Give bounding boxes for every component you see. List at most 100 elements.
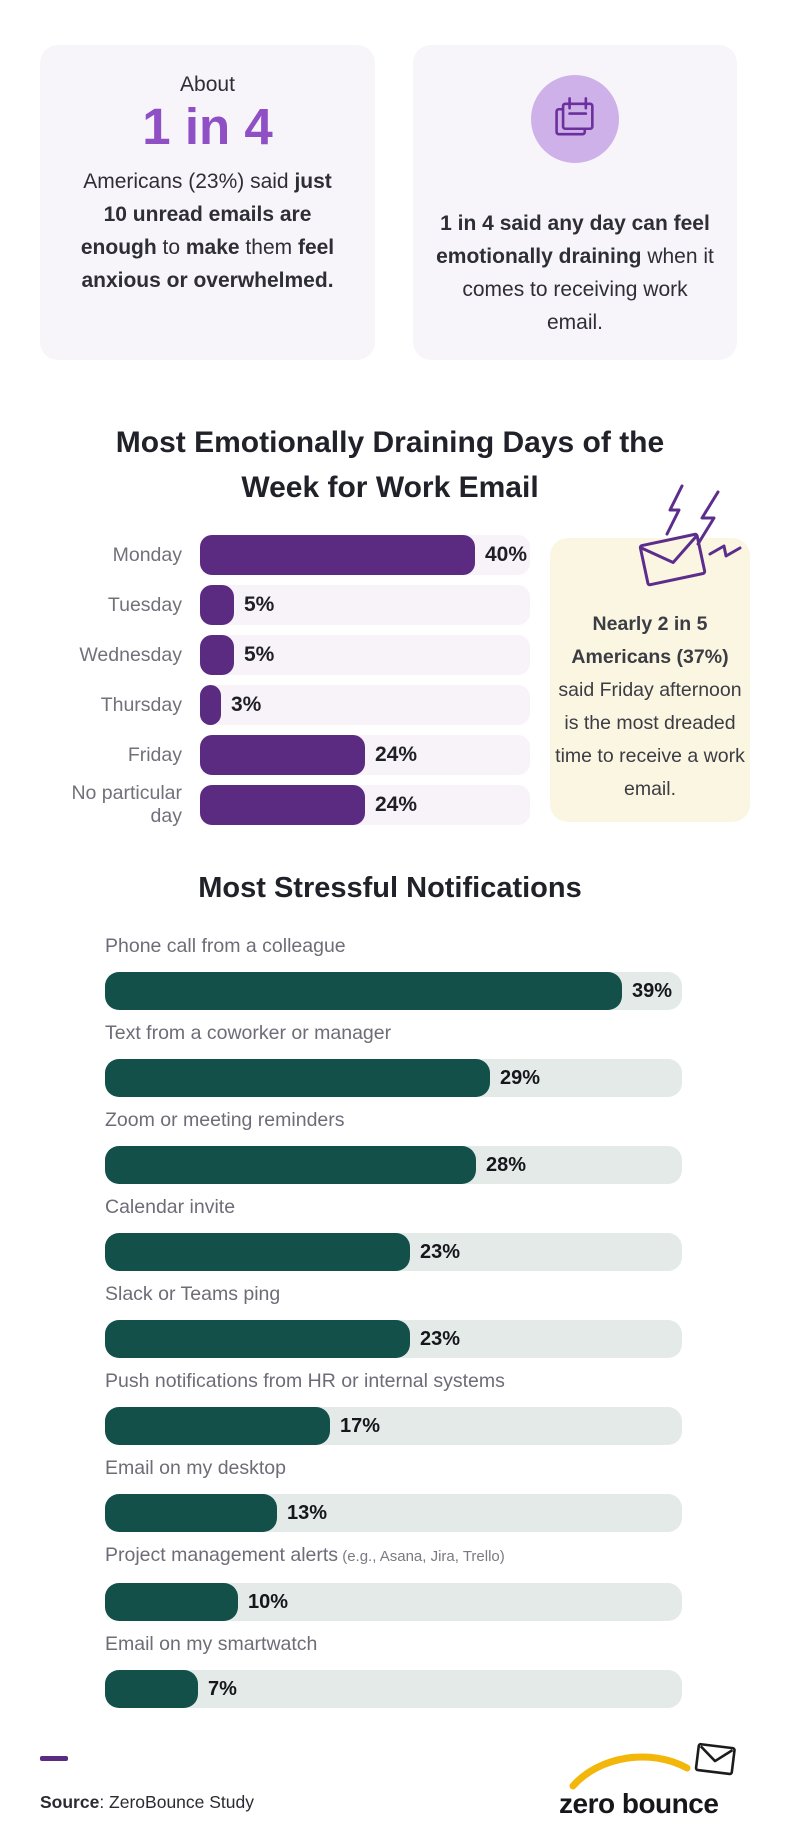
bar-fill [200, 535, 475, 575]
stat-card: About 1 in 4 Americans (23%) said just 1… [40, 45, 375, 360]
source-text: Source: ZeroBounce Study [40, 1792, 254, 1813]
bar-track: 10% [105, 1583, 682, 1621]
zerobounce-logo: zero bounce [557, 1742, 749, 1822]
stat-description: Americans (23%) said just 10 unread emai… [70, 165, 346, 297]
bar-row: Calendar invite 23% [105, 1195, 682, 1271]
bar-track: 24% [200, 785, 530, 825]
bar-value: 39% [632, 980, 673, 1002]
bar-label: Monday [112, 543, 182, 566]
bar-track: 40% [200, 535, 530, 575]
bar-fill [105, 1407, 330, 1445]
bar-row: Thursday 3% [40, 680, 530, 730]
bar-track: 39% [105, 972, 682, 1010]
text-segment: Nearly 2 in 5 Americans (37%) [571, 613, 729, 668]
bar-fill [200, 585, 234, 625]
bar-value: 13% [287, 1502, 328, 1524]
chart-draining-days: Monday 40% Tuesday 5% Wednesday 5% Thursday 3% F… [40, 530, 530, 830]
bar-label: Calendar invite [105, 1196, 236, 1218]
bar-row: Friday 24% [40, 730, 530, 780]
bar-fill [105, 1583, 238, 1621]
bar-value: 23% [420, 1328, 461, 1350]
bar-row: Email on my smartwatch 7% [105, 1632, 682, 1708]
bar-track: 24% [200, 735, 530, 775]
bar-label: Zoom or meeting reminders [105, 1109, 345, 1131]
text-segment: make [185, 236, 240, 260]
bar-fill [200, 635, 234, 675]
bar-fill [200, 735, 365, 775]
bar-row: Slack or Teams ping 23% [105, 1282, 682, 1358]
bar-value: 29% [500, 1067, 541, 1089]
bar-value: 5% [244, 643, 275, 666]
bar-row: Phone call from a colleague 39% [105, 934, 682, 1010]
bar-fill [105, 1670, 198, 1708]
calendar-icon [555, 97, 594, 136]
bar-row: Email on my desktop 13% [105, 1456, 682, 1532]
bar-fill [105, 972, 622, 1010]
logo-art [569, 1742, 736, 1790]
bar-fill [105, 1059, 490, 1097]
bar-row: Push notifications from HR or internal s… [105, 1369, 682, 1445]
chart1-title-line2: Week for Work Email [241, 471, 539, 504]
bar-value: 7% [208, 1678, 237, 1700]
envelope-lightning-icon [638, 484, 742, 587]
text-segment: Americans (23%) said [83, 170, 295, 194]
chart2-title: Most Stressful Notifications [198, 872, 582, 904]
bar-row: No particular day 24% [40, 780, 530, 830]
insight-card: 1 in 4 said any day can feel emotionally… [413, 45, 737, 360]
stat-kicker: About [180, 73, 235, 96]
icon-circle [531, 75, 619, 163]
bar-track: 7% [105, 1670, 682, 1708]
bar-value: 40% [485, 543, 528, 566]
bar-row: Wednesday 5% [40, 630, 530, 680]
insight-description: 1 in 4 said any day can feel emotionally… [433, 207, 717, 339]
bar-track: 29% [105, 1059, 682, 1097]
bar-value: 10% [248, 1591, 289, 1613]
source-label: Source [40, 1792, 100, 1812]
chart1-title: Most Emotionally Draining Days of the We… [40, 420, 740, 510]
logo-swoosh [569, 1753, 691, 1790]
bar-value: 23% [420, 1241, 461, 1263]
bar-value: 24% [375, 743, 418, 766]
bar-label: Wednesday [79, 643, 182, 666]
text-segment: to [156, 236, 186, 260]
bar-fill [200, 685, 221, 725]
bar-row: Zoom or meeting reminders 28% [105, 1108, 682, 1184]
logo-text: zero bounce [559, 1788, 719, 1819]
text-segment: feel anxious or overwhelmed. [81, 236, 335, 293]
bar-track: 5% [200, 635, 530, 675]
bar-label: Project management alerts (e.g., Asana, … [105, 1544, 505, 1566]
bar-value: 28% [486, 1154, 527, 1176]
bar-label: Text from a coworker or manager [105, 1022, 392, 1044]
bar-row: Text from a coworker or manager 29% [105, 1021, 682, 1097]
bar-label: Slack or Teams ping [105, 1283, 281, 1305]
bar-value: 17% [340, 1415, 381, 1437]
bar-label: Phone call from a colleague [105, 935, 346, 957]
text-segment: 1 in 4 said any day can feel emotionally… [436, 212, 710, 268]
bar-label: Thursday [100, 693, 182, 716]
bar-fill [105, 1146, 476, 1184]
text-segment: just 10 unread emails are enough [80, 170, 332, 260]
stat-value: 1 in 4 [142, 98, 273, 155]
bar-label: Friday [127, 743, 182, 766]
text-segment: said Friday afternoon is the most dreade… [555, 679, 745, 800]
bar-track: 17% [105, 1407, 682, 1445]
bar-fill [200, 785, 365, 825]
bar-track: 28% [105, 1146, 682, 1184]
footer-accent-dash [40, 1756, 68, 1761]
callout-friday: Nearly 2 in 5 Americans (37%) said Frida… [550, 484, 750, 822]
text-segment: them [239, 236, 298, 260]
bar-label: Email on my smartwatch [105, 1633, 318, 1655]
bar-track: 23% [105, 1233, 682, 1271]
bar-label-note: (e.g., Asana, Jira, Trello) [338, 1548, 505, 1565]
bar-label: Tuesday [107, 593, 182, 616]
callout-text: Nearly 2 in 5 Americans (37%) said Frida… [554, 608, 746, 806]
source-rest: : ZeroBounce Study [99, 1792, 254, 1812]
logo-envelope-icon [694, 1742, 736, 1776]
bar-track: 13% [105, 1494, 682, 1532]
bar-label: Push notifications from HR or internal s… [105, 1370, 505, 1392]
bar-row: Tuesday 5% [40, 580, 530, 630]
bar-value: 24% [375, 793, 418, 816]
bar-track: 23% [105, 1320, 682, 1358]
bar-fill [105, 1494, 277, 1532]
